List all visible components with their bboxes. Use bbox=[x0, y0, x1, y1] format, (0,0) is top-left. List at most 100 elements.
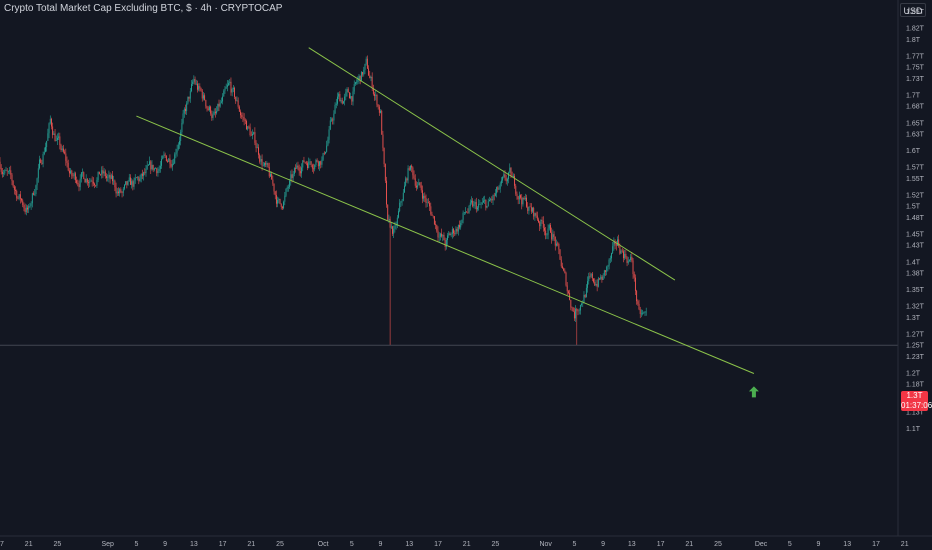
candle-body bbox=[124, 184, 125, 189]
candle-body bbox=[243, 117, 245, 121]
candle-body bbox=[368, 68, 370, 76]
candle-body bbox=[468, 205, 470, 213]
candle-body bbox=[201, 90, 203, 99]
candle-body bbox=[174, 154, 176, 164]
candle-body bbox=[49, 118, 51, 124]
candle-body bbox=[552, 234, 554, 240]
candle-body bbox=[320, 161, 322, 165]
candle-body bbox=[163, 154, 165, 157]
candle-body bbox=[337, 96, 338, 104]
time-axis[interactable]: 17 21 25 Sep 5 9 13 17 21 25 Oct 5 9 13 17 21 25 Nov 5 9 13 1… bbox=[0, 541, 909, 548]
candle-body bbox=[19, 194, 21, 199]
y-tick-label: 1.75T bbox=[906, 65, 925, 72]
candle-body bbox=[68, 170, 70, 174]
candle-body bbox=[589, 276, 591, 277]
candle-body bbox=[576, 308, 578, 311]
candle-body bbox=[261, 159, 263, 166]
candle-body bbox=[626, 257, 628, 263]
candle-body bbox=[265, 163, 267, 165]
candle-body bbox=[139, 178, 141, 182]
candle-body bbox=[259, 154, 261, 162]
candle-body bbox=[643, 312, 645, 313]
candle-body bbox=[505, 178, 507, 182]
candle-body bbox=[502, 176, 504, 181]
candle-body bbox=[225, 86, 227, 89]
candle-body bbox=[118, 191, 119, 194]
candle-body bbox=[77, 182, 79, 185]
candle-body bbox=[150, 161, 152, 170]
candle-body bbox=[426, 202, 428, 204]
candle-body bbox=[375, 94, 377, 97]
candle-body bbox=[70, 170, 72, 174]
price-axis[interactable]: 1.85T 1.82T 1.8T 1.77T 1.75T 1.73T 1.7T 1.68T 1.… bbox=[906, 9, 925, 433]
x-tick-label: 25 bbox=[54, 541, 62, 548]
candle-body bbox=[402, 192, 404, 201]
y-tick-label: 1.85T bbox=[906, 9, 925, 16]
candle-body bbox=[567, 291, 569, 293]
candle-body bbox=[210, 106, 212, 114]
candle-body bbox=[253, 132, 255, 134]
candle-body bbox=[5, 170, 7, 171]
candle-body bbox=[438, 236, 440, 238]
currency-button[interactable]: USD bbox=[900, 3, 926, 17]
candle-body bbox=[394, 226, 396, 229]
candle-body bbox=[617, 239, 618, 246]
candle-body bbox=[28, 206, 30, 210]
candle-body bbox=[55, 140, 57, 141]
candle-body bbox=[500, 180, 502, 184]
candle-body bbox=[413, 175, 415, 179]
candle-body bbox=[460, 223, 462, 228]
candle-body bbox=[407, 168, 409, 181]
candle-body bbox=[547, 228, 549, 235]
candle-body bbox=[463, 212, 465, 213]
candle-body bbox=[66, 160, 68, 163]
candle-body bbox=[466, 212, 468, 213]
chart-annotations bbox=[0, 47, 898, 398]
candle-body bbox=[296, 165, 298, 169]
candle-body bbox=[395, 224, 397, 227]
candle-body bbox=[611, 253, 612, 259]
candle-body bbox=[307, 163, 308, 169]
x-tick-label: 21 bbox=[463, 541, 471, 548]
candle-body bbox=[509, 167, 511, 173]
candle-body bbox=[156, 168, 158, 174]
candle-body bbox=[13, 186, 15, 190]
candle-body bbox=[314, 164, 316, 170]
x-tick-label: 5 bbox=[134, 541, 138, 548]
candle-body bbox=[454, 233, 456, 234]
x-tick-label: 5 bbox=[350, 541, 354, 548]
candle-body bbox=[572, 307, 574, 312]
candle-body bbox=[214, 111, 216, 114]
candle-body bbox=[439, 233, 441, 237]
candle-body bbox=[119, 189, 121, 194]
candle-body bbox=[523, 197, 525, 200]
candle-body bbox=[153, 168, 155, 170]
candle-body bbox=[386, 180, 387, 205]
candle-body bbox=[149, 161, 151, 165]
candle-body bbox=[515, 185, 517, 194]
candle-body bbox=[423, 195, 425, 199]
candle-body bbox=[556, 243, 557, 246]
candle-body bbox=[356, 81, 358, 83]
candle-body bbox=[51, 118, 52, 127]
candle-body bbox=[344, 96, 346, 102]
candle-body bbox=[444, 240, 446, 247]
candle-body bbox=[619, 245, 621, 254]
candle-body bbox=[275, 195, 277, 204]
candle-body bbox=[474, 202, 476, 205]
candle-body bbox=[545, 230, 547, 236]
candle-body bbox=[262, 165, 264, 167]
candle-body bbox=[41, 162, 43, 164]
candle-body bbox=[445, 240, 447, 247]
candle-body bbox=[152, 164, 154, 170]
y-tick-label: 1.35T bbox=[906, 287, 925, 294]
candle-body bbox=[350, 96, 352, 99]
candle-body bbox=[640, 313, 642, 315]
candle-body bbox=[615, 244, 617, 246]
candle-body bbox=[273, 183, 275, 192]
candle-body bbox=[240, 111, 241, 116]
candle-body bbox=[521, 197, 523, 205]
candle-body bbox=[217, 103, 219, 112]
x-tick-label: Oct bbox=[318, 541, 329, 548]
